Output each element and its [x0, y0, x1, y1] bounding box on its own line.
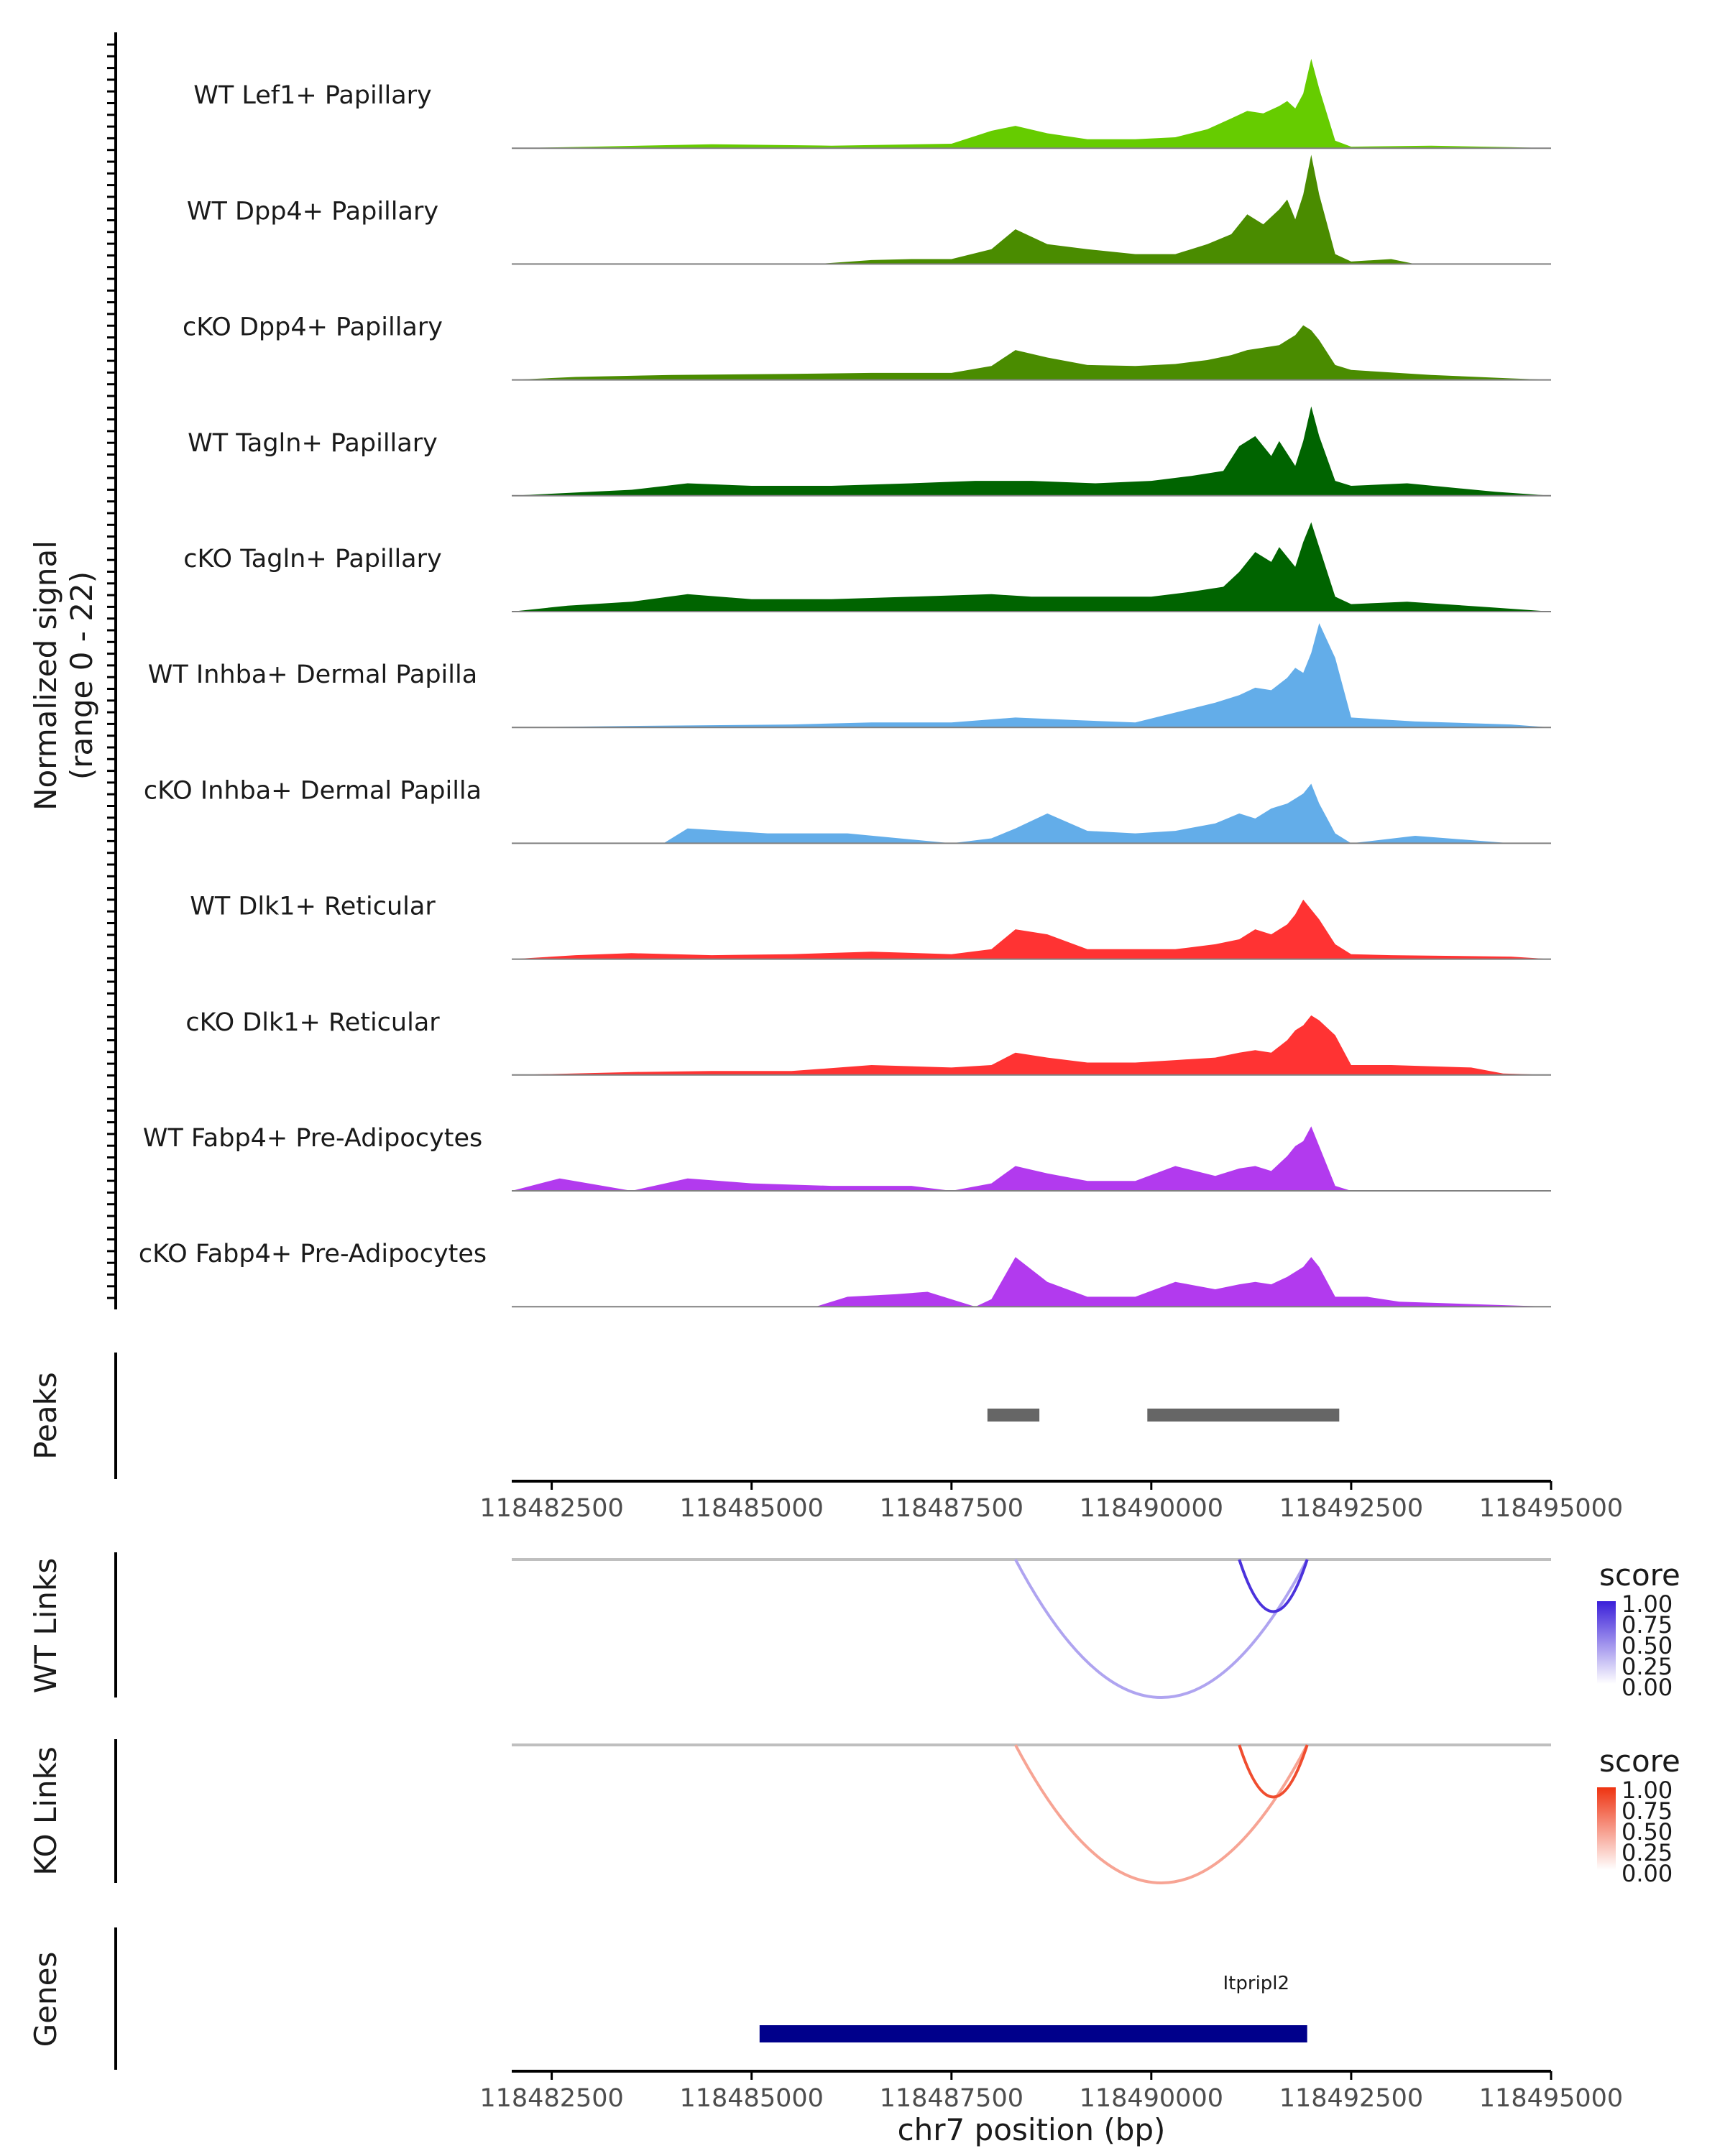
coverage-track-label: cKO Fabp4+ Pre-Adipocytes: [139, 1240, 487, 1268]
coverage-track-label: WT Fabp4+ Pre-Adipocytes: [143, 1124, 482, 1153]
coverage-track-label: cKO Dlk1+ Reticular: [185, 1008, 440, 1037]
genes-label: Genes: [28, 1952, 63, 2047]
x-tick-label: 118487500: [880, 1494, 1024, 1523]
peak-region: [987, 1409, 1040, 1422]
x-tick-label: 118495000: [1479, 1494, 1623, 1523]
coverage-track-label: WT Dlk1+ Reticular: [190, 893, 436, 921]
ko-legend-title: score: [1599, 1743, 1680, 1779]
wt-links-label: WT Links: [28, 1558, 63, 1693]
coverage-panel: Normalized signal (range 0 - 22) WT Lef1…: [28, 32, 1551, 1309]
gene-models: Itpripl2: [759, 1973, 1307, 2042]
genes-x-ticks: 118482500 118485000 118487500 118490000 1184…: [479, 2071, 1623, 2113]
legend-tick-label: 0.25: [1622, 1839, 1673, 1866]
x-tick-label: 118490000: [1080, 1494, 1223, 1523]
x-tick-label: 118487500: [880, 2084, 1024, 2113]
legend-tick-label: 1.00: [1622, 1590, 1673, 1618]
coverage-area-track-8: [512, 899, 1551, 959]
link-arc: [1014, 1744, 1309, 1884]
wt-link-arcs: [1014, 1559, 1309, 1699]
coverage-area-track-10: [512, 1126, 1551, 1191]
coverage-area-track-9: [512, 1015, 1551, 1075]
genes-panel: Genes Itpripl2 118482500 118485000 1184875…: [28, 1927, 1623, 2147]
coverage-track-label: cKO Inhba+ Dermal Papilla: [144, 776, 482, 805]
ko-links-legend: score 1.000.750.500.250.00: [1597, 1743, 1680, 1887]
coverage-area-track-5: [512, 522, 1551, 612]
x-tick-label: 118492500: [1279, 2084, 1423, 2113]
peaks-panel: Peaks 118482500 118485000 118487500 1184900…: [28, 1353, 1623, 1523]
coverage-ylabel-line2: (range 0 - 22): [64, 571, 99, 780]
x-tick-label: 118495000: [1479, 2084, 1623, 2113]
coverage-area-track-4: [512, 406, 1551, 496]
legend-tick-label: 1.00: [1622, 1777, 1673, 1804]
link-arc: [1014, 1559, 1309, 1699]
coverage-area-track-6: [512, 623, 1551, 728]
peak-regions: [987, 1409, 1340, 1422]
coverage-track-label: WT Dpp4+ Papillary: [187, 197, 438, 226]
coverage-area-track-2: [512, 155, 1551, 264]
x-axis-label: chr7 position (bp): [898, 2112, 1166, 2147]
coverage-track-label: WT Inhba+ Dermal Papilla: [148, 660, 477, 689]
x-tick-label: 118482500: [479, 1494, 623, 1523]
gene-body: [759, 2025, 1307, 2042]
wt-links-panel: WT Links score 1.000.750.500.250.00: [28, 1552, 1680, 1701]
legend-tick-label: 0.50: [1622, 1632, 1673, 1659]
coverage-track-label: WT Tagln+ Papillary: [188, 429, 438, 458]
legend-colorbar: [1597, 1601, 1616, 1684]
coverage-area-track-3: [512, 325, 1551, 380]
peaks-label: Peaks: [28, 1372, 63, 1460]
legend-tick-label: 0.00: [1622, 1860, 1673, 1887]
wt-legend-title: score: [1599, 1557, 1680, 1593]
legend-tick-label: 0.75: [1622, 1611, 1673, 1639]
gene-name-label: Itpripl2: [1223, 1973, 1290, 1994]
coverage-track-label: WT Lef1+ Papillary: [193, 81, 432, 110]
legend-tick-label: 0.75: [1622, 1797, 1673, 1825]
coverage-y-ticks: [107, 43, 116, 1299]
coverage-ylabel-line1: Normalized signal: [28, 540, 63, 811]
legend-tick-label: 0.00: [1622, 1674, 1673, 1701]
legend-tick-label: 0.50: [1622, 1818, 1673, 1846]
x-tick-label: 118492500: [1279, 1494, 1423, 1523]
x-tick-label: 118490000: [1080, 2084, 1223, 2113]
x-tick-label: 118485000: [679, 1494, 823, 1523]
ko-links-label: KO Links: [28, 1746, 63, 1876]
legend-colorbar: [1597, 1787, 1616, 1870]
x-tick-label: 118482500: [479, 2084, 623, 2113]
coverage-tracks: WT Lef1+ Papillary WT Dpp4+ Papillary cKO …: [139, 58, 1551, 1308]
peak-region: [1147, 1409, 1340, 1422]
ko-links-panel: KO Links score 1.000.750.500.250.00: [28, 1739, 1680, 1887]
ko-link-arcs: [1014, 1744, 1309, 1884]
coverage-area-track-11: [512, 1257, 1551, 1307]
coverage-track-label: cKO Dpp4+ Papillary: [183, 313, 443, 342]
x-tick-label: 118485000: [679, 2084, 823, 2113]
wt-links-legend: score 1.000.750.500.250.00: [1597, 1557, 1680, 1701]
peaks-x-ticks: 118482500 118485000 118487500 118490000 1184…: [479, 1481, 1623, 1523]
link-arc: [1238, 1744, 1309, 1799]
legend-tick-label: 0.25: [1622, 1653, 1673, 1680]
link-arc: [1238, 1559, 1309, 1613]
coverage-area-track-1: [512, 58, 1551, 149]
coverage-track-label: cKO Tagln+ Papillary: [183, 545, 442, 573]
coverage-area-track-7: [512, 783, 1551, 844]
